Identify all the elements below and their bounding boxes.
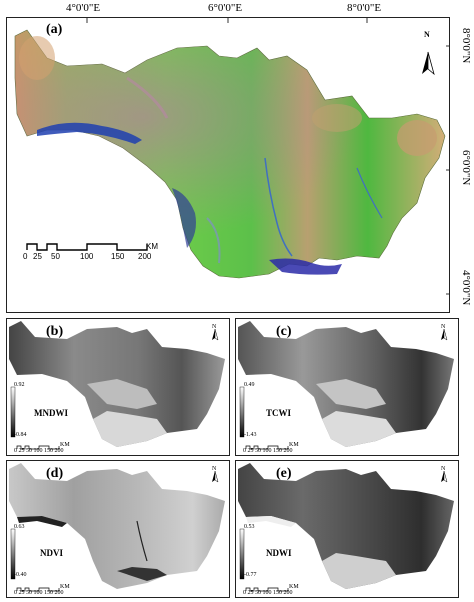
main-map-svg — [14, 18, 449, 295]
scale-tick-25: 25 — [33, 252, 42, 261]
panel-d — [6, 460, 230, 598]
panel-a-label: (a) — [46, 22, 63, 37]
coord-side-2: 6°0'0"N — [460, 150, 472, 186]
panel-e-scale: 0 25 50 100 150 200 — [243, 590, 293, 596]
panel-c-north: N — [441, 324, 446, 330]
panel-c — [235, 318, 459, 456]
coord-top-3: 8°0'0"E — [347, 2, 382, 14]
panel-d-min: -0.40 — [14, 572, 27, 578]
panel-e-label: (e) — [276, 466, 292, 481]
panel-b-max: 0.92 — [14, 382, 25, 388]
scale-bar — [26, 243, 148, 251]
panel-d-scale-unit: KM — [60, 584, 70, 590]
coord-side-3: 4°0'0"N — [460, 270, 472, 306]
scale-tick-50: 50 — [51, 252, 60, 261]
panel-e-scale-unit: KM — [289, 584, 299, 590]
coord-side-1: 8°0'0"N — [460, 28, 472, 64]
panel-d-index: NDVI — [40, 548, 64, 558]
panel-b-min: -0.84 — [14, 432, 27, 438]
panel-d-scale: 0 25 50 100 150 200 — [14, 590, 64, 596]
panel-b — [6, 318, 230, 456]
main-map-frame — [6, 17, 450, 313]
panel-c-min: -1.43 — [244, 432, 257, 438]
scale-tick-200: 200 — [138, 252, 152, 261]
coord-top-1: 4°0'0"E — [66, 2, 101, 14]
panel-e-max: 0.53 — [244, 524, 255, 530]
panel-c-scale: 0 25 50 100 150 200 — [243, 448, 293, 454]
north-label: N — [424, 30, 430, 39]
panel-b-index: MNDWI — [34, 408, 68, 418]
river-delta-water — [269, 258, 342, 275]
panel-b-label: (b) — [46, 324, 64, 339]
scale-tick-150: 150 — [111, 252, 125, 261]
panel-d-max: 0.63 — [14, 524, 25, 530]
scale-tick-100: 100 — [80, 252, 94, 261]
north-arrow-icon — [422, 51, 435, 76]
coord-top-2: 6°0'0"E — [208, 2, 243, 14]
panel-b-scale-unit: KM — [60, 442, 70, 448]
panel-e — [235, 460, 459, 598]
panel-e-min: -0.77 — [244, 572, 257, 578]
panel-e-north: N — [441, 466, 446, 472]
panel-e-index: NDWI — [266, 548, 292, 558]
panel-c-label: (c) — [276, 324, 292, 339]
panel-d-label: (d) — [46, 466, 64, 481]
panel-c-max: 0.49 — [244, 382, 255, 388]
scale-unit: KM — [146, 242, 158, 251]
panel-c-index: TCWI — [266, 408, 292, 418]
lagoon-water — [37, 122, 142, 144]
panel-b-scale: 0 25 50 100 150 200 — [14, 448, 64, 454]
panel-d-north: N — [212, 466, 217, 472]
scale-tick-0: 0 — [23, 252, 28, 261]
panel-c-scale-unit: KM — [289, 442, 299, 448]
panel-b-north: N — [212, 324, 217, 330]
